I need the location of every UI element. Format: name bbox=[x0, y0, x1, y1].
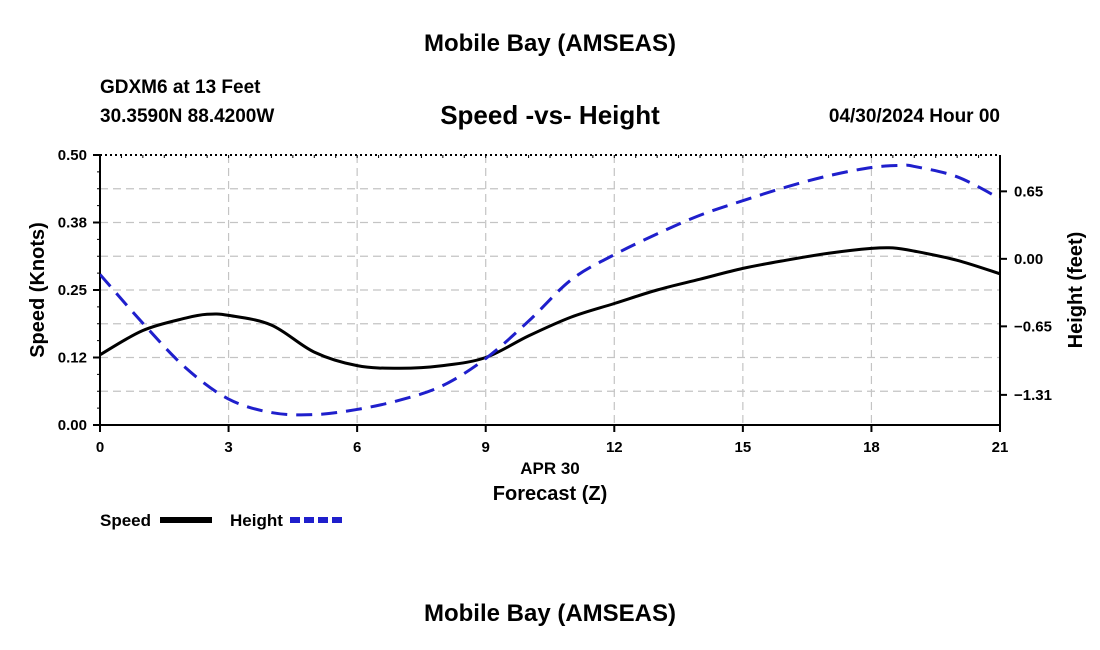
footer-title: Mobile Bay (AMSEAS) bbox=[423, 600, 677, 627]
x-tick-label: 6 bbox=[353, 439, 361, 456]
chart-title: Mobile Bay (AMSEAS) bbox=[423, 30, 677, 57]
legend-label-height: Height bbox=[230, 511, 283, 530]
chart-subtitle: Speed -vs- Height bbox=[440, 100, 660, 130]
y2-tick-label: 0.00 bbox=[1014, 251, 1043, 268]
x-tick-label: 0 bbox=[96, 439, 104, 456]
x-axis-sublabel: APR 30 bbox=[520, 459, 580, 478]
y2-tick-label: −0.65 bbox=[1014, 318, 1052, 335]
legend-label-speed: Speed bbox=[100, 511, 151, 530]
y-tick-label: 0.25 bbox=[58, 282, 87, 299]
y-tick-label: 0.38 bbox=[58, 215, 87, 232]
forecast-datetime: 04/30/2024 Hour 00 bbox=[828, 106, 1000, 127]
x-axis-label: Forecast (Z) bbox=[493, 483, 607, 505]
x-tick-label: 9 bbox=[482, 439, 490, 456]
station-coordinates: 30.3590N 88.4200W bbox=[100, 106, 275, 127]
series-speed-line bbox=[100, 246, 1000, 370]
x-tick-label: 3 bbox=[224, 439, 232, 456]
station-label: GDXM6 at 13 Feet bbox=[100, 77, 261, 98]
x-tick-label: 12 bbox=[606, 439, 623, 456]
y-tick-label: 0.12 bbox=[58, 350, 87, 367]
y-tick-label: 0.50 bbox=[58, 147, 87, 164]
y2-tick-label: 0.65 bbox=[1014, 183, 1043, 200]
y2-axis-label: Height (feet) bbox=[1065, 232, 1087, 349]
series-height-line bbox=[100, 163, 1000, 417]
x-tick-label: 18 bbox=[863, 439, 880, 456]
y2-tick-label: −1.31 bbox=[1014, 387, 1052, 404]
x-tick-label: 15 bbox=[735, 439, 752, 456]
y-tick-label: 0.00 bbox=[58, 417, 87, 434]
x-tick-label: 21 bbox=[992, 439, 1009, 456]
y-axis-label: Speed (Knots) bbox=[27, 222, 49, 358]
